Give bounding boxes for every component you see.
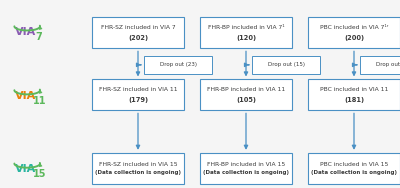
FancyBboxPatch shape	[200, 17, 292, 49]
FancyBboxPatch shape	[308, 153, 400, 184]
FancyBboxPatch shape	[200, 79, 292, 111]
Text: (181): (181)	[344, 97, 364, 103]
Text: (200): (200)	[344, 35, 364, 41]
Text: PBC included in VIA 15: PBC included in VIA 15	[320, 162, 388, 167]
Text: FHR-SZ included in VIA 11: FHR-SZ included in VIA 11	[99, 87, 177, 92]
Text: VIA: VIA	[15, 27, 37, 37]
Text: Drop out (15): Drop out (15)	[268, 62, 304, 67]
Text: VIA: VIA	[15, 91, 37, 101]
Text: FHR-BP included in VIA 7¹: FHR-BP included in VIA 7¹	[208, 25, 284, 30]
FancyBboxPatch shape	[252, 56, 320, 74]
FancyBboxPatch shape	[144, 56, 212, 74]
Text: PBC included in VIA 11: PBC included in VIA 11	[320, 87, 388, 92]
Text: FHR-BP included in VIA 11: FHR-BP included in VIA 11	[207, 87, 285, 92]
Text: FHR-SZ included in VIA 7: FHR-SZ included in VIA 7	[101, 25, 175, 30]
FancyBboxPatch shape	[200, 153, 292, 184]
Text: FHR-BP included in VIA 15: FHR-BP included in VIA 15	[207, 162, 285, 167]
Text: (120): (120)	[236, 35, 256, 41]
FancyBboxPatch shape	[308, 79, 400, 111]
Text: (202): (202)	[128, 35, 148, 41]
Text: 11: 11	[32, 96, 46, 106]
Text: (Data collection is ongoing): (Data collection is ongoing)	[203, 170, 289, 175]
Text: (179): (179)	[128, 97, 148, 103]
Text: 15: 15	[32, 169, 46, 179]
Text: (Data collection is ongoing): (Data collection is ongoing)	[311, 170, 397, 175]
Text: 7: 7	[36, 32, 42, 42]
Text: Drop out (19): Drop out (19)	[376, 62, 400, 67]
FancyBboxPatch shape	[360, 56, 400, 74]
FancyBboxPatch shape	[308, 17, 400, 49]
Text: (Data collection is ongoing): (Data collection is ongoing)	[95, 170, 181, 175]
Text: VIA: VIA	[15, 164, 37, 174]
FancyBboxPatch shape	[92, 79, 184, 111]
Text: Drop out (23): Drop out (23)	[160, 62, 196, 67]
Text: (105): (105)	[236, 97, 256, 103]
Text: PBC included in VIA 7¹ʳ: PBC included in VIA 7¹ʳ	[320, 25, 388, 30]
Text: FHR-SZ included in VIA 15: FHR-SZ included in VIA 15	[99, 162, 177, 167]
FancyBboxPatch shape	[92, 17, 184, 49]
FancyBboxPatch shape	[92, 153, 184, 184]
